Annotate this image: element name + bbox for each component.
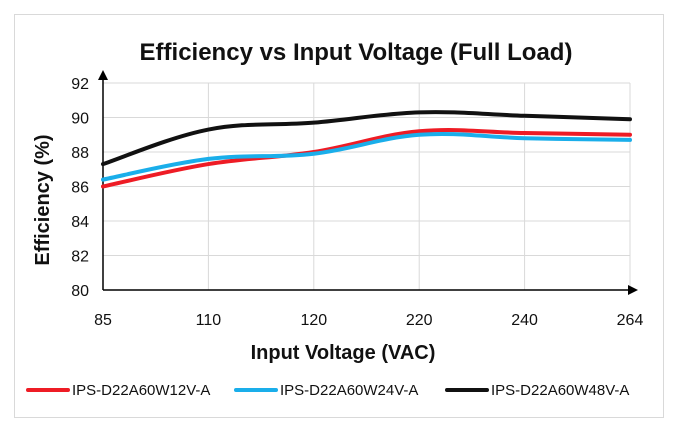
y-axis-arrow bbox=[98, 70, 108, 80]
legend-label: IPS-D22A60W12V-A bbox=[72, 382, 210, 399]
y-tick-label: 80 bbox=[71, 283, 89, 300]
x-axis-title: Input Voltage (VAC) bbox=[251, 342, 436, 364]
x-tick-label: 85 bbox=[94, 312, 112, 329]
x-tick-label: 240 bbox=[511, 312, 538, 329]
series-line-1 bbox=[101, 128, 632, 189]
y-tick-label: 90 bbox=[71, 111, 89, 128]
x-axis-arrow bbox=[628, 285, 638, 295]
legend: IPS-D22A60W12V-A IPS-D22A60W24V-A IPS-D22A… bbox=[26, 382, 629, 399]
y-tick-label: 84 bbox=[71, 214, 89, 231]
chart-title: Efficiency vs Input Voltage (Full Load) bbox=[140, 39, 573, 66]
y-tick-label: 92 bbox=[71, 76, 89, 93]
x-tick-label: 110 bbox=[196, 312, 222, 329]
legend-item-2: IPS-D22A60W24V-A bbox=[234, 382, 418, 399]
series-line-3 bbox=[101, 110, 632, 167]
x-tick-label: 264 bbox=[617, 312, 644, 329]
series-lines bbox=[101, 110, 632, 189]
series-line-2 bbox=[101, 131, 632, 182]
legend-label: IPS-D22A60W24V-A bbox=[280, 382, 418, 399]
axes bbox=[98, 70, 638, 295]
y-tick-label: 82 bbox=[71, 249, 89, 266]
tick-labels: 80 82 84 86 88 90 92 85 110 120 220 240 264 bbox=[71, 76, 643, 329]
legend-item-1: IPS-D22A60W12V-A bbox=[26, 382, 210, 399]
legend-label: IPS-D22A60W48V-A bbox=[491, 382, 629, 399]
grid-lines bbox=[103, 82, 631, 290]
y-axis-title: Efficiency (%) bbox=[32, 134, 54, 265]
chart-frame bbox=[14, 14, 664, 418]
x-tick-label: 120 bbox=[300, 312, 327, 329]
legend-item-3: IPS-D22A60W48V-A bbox=[445, 382, 629, 399]
y-tick-label: 86 bbox=[71, 180, 89, 197]
x-tick-label: 220 bbox=[406, 312, 433, 329]
y-tick-label: 88 bbox=[71, 145, 89, 162]
